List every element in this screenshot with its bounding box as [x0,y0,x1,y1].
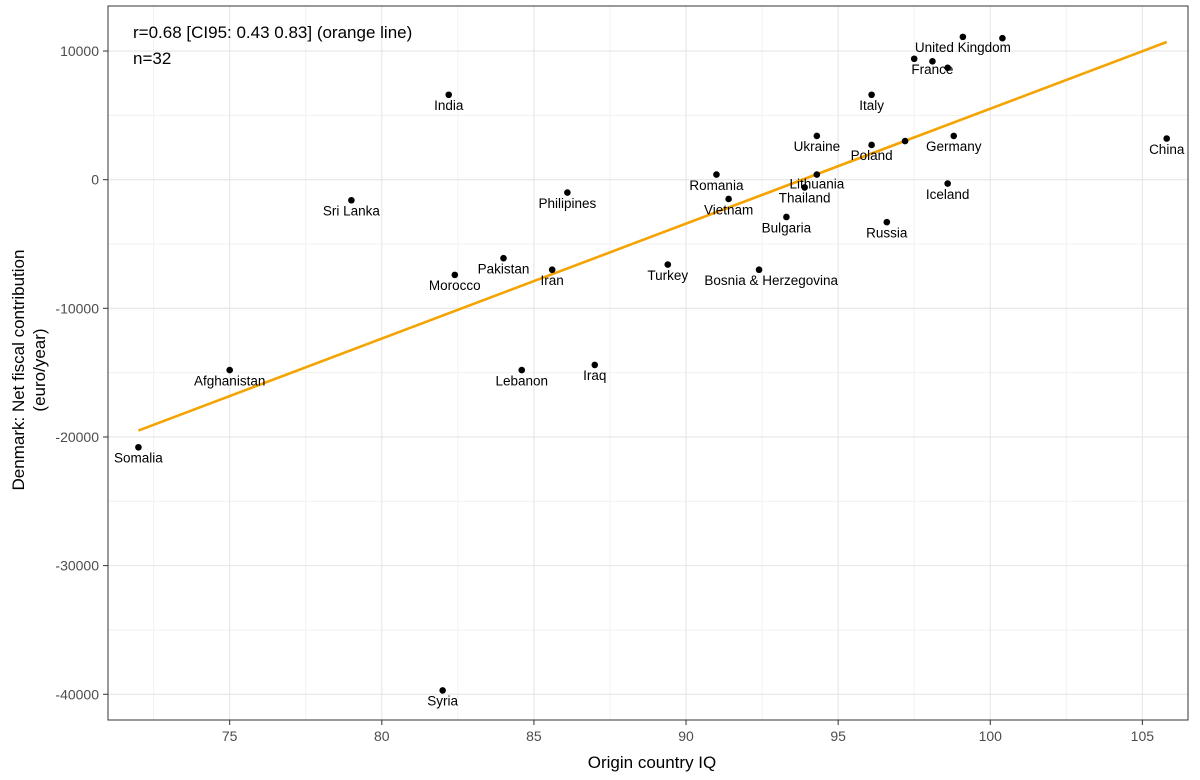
point-label: Romania [689,178,744,193]
data-point [564,189,571,196]
data-point [929,58,936,65]
x-axis-ticks: 75 80 85 90 95 100 105 [222,720,1154,744]
x-tick-label: 80 [374,728,390,744]
data-point [348,196,355,204]
data-point [944,64,951,72]
point-label: Lebanon [495,373,548,388]
point-label: Afghanistan [194,373,265,388]
point-label: Iraq [583,368,606,383]
data-point [868,141,875,149]
point-label: France [911,62,953,77]
data-point [725,195,732,203]
point-label: Lithuania [789,177,844,192]
data-point [959,33,967,41]
plot-panel-border [107,5,1189,721]
data-point [518,366,526,374]
sample-size-annotation: n=32 [133,49,171,68]
point-label: Morocco [429,278,481,293]
point-labels: Somalia Afghanistan Sri Lanka Syria India Mor… [114,40,1185,709]
point-label: Somalia [114,451,163,466]
y-tick-label: -40000 [55,686,99,702]
data-point [950,132,958,140]
data-point [999,34,1006,42]
data-point [944,180,951,187]
point-label: China [1149,142,1185,157]
y-tick-label: 10000 [60,43,99,59]
point-label: Bulgaria [762,220,812,235]
correlation-annotation: r=0.68 [CI95: 0.43 0.83] (orange line) [133,23,412,42]
point-label: Syria [427,694,458,709]
data-point [813,171,821,178]
data-point [135,443,142,451]
point-label: Germany [926,139,982,154]
x-tick-label: 85 [526,728,542,744]
point-label: Vietnam [704,202,753,217]
regression-fit-line [137,40,1168,432]
x-tick-label: 75 [222,728,238,744]
point-label: Turkey [647,268,688,283]
data-point [664,261,672,268]
data-point [713,171,720,178]
point-label: India [434,98,464,113]
data-points [135,33,1171,694]
x-tick-label: 100 [979,728,1003,744]
data-point [910,55,918,63]
data-point [868,91,875,99]
major-gridlines [108,6,1188,720]
point-label: Pakistan [478,261,530,276]
x-tick-label: 90 [678,728,694,744]
data-point [813,132,821,140]
data-point [500,254,507,262]
point-label: Italy [859,98,884,113]
data-point [591,361,599,369]
point-label: United Kingdom [915,40,1011,55]
y-axis-ticks: -40000 -30000 -20000 -10000 0 10000 [55,43,108,702]
y-axis-title-line-2: (euro/year) [30,328,49,411]
y-tick-label: -30000 [55,558,99,574]
x-tick-label: 95 [830,728,846,744]
data-point [883,218,891,226]
point-label: Poland [851,148,893,163]
point-label: Ukraine [794,139,841,154]
point-label: Russia [866,225,908,240]
point-label: Sri Lanka [323,204,381,219]
point-label: Thailand [779,191,831,206]
data-point [548,266,556,274]
data-point [451,271,459,279]
y-tick-label: -10000 [55,300,99,316]
minor-gridlines [108,6,1188,720]
data-point [755,266,763,274]
y-tick-label: 0 [91,172,99,188]
data-point [226,366,233,374]
data-point [439,687,446,694]
point-label: Bosnia & Herzegovina [704,273,838,288]
y-tick-label: -20000 [55,429,99,445]
point-label: Philipines [538,196,596,211]
data-point [901,137,909,145]
x-tick-label: 105 [1131,728,1155,744]
point-label: Iceland [926,187,970,202]
data-point [801,184,808,191]
y-axis-title-line-1: Denmark: Net fiscal contribution [9,250,28,491]
point-label: Iran [541,273,564,288]
data-point [445,91,453,99]
data-point [783,213,790,221]
x-axis-title: Origin country IQ [588,753,717,772]
data-point [1163,135,1171,142]
